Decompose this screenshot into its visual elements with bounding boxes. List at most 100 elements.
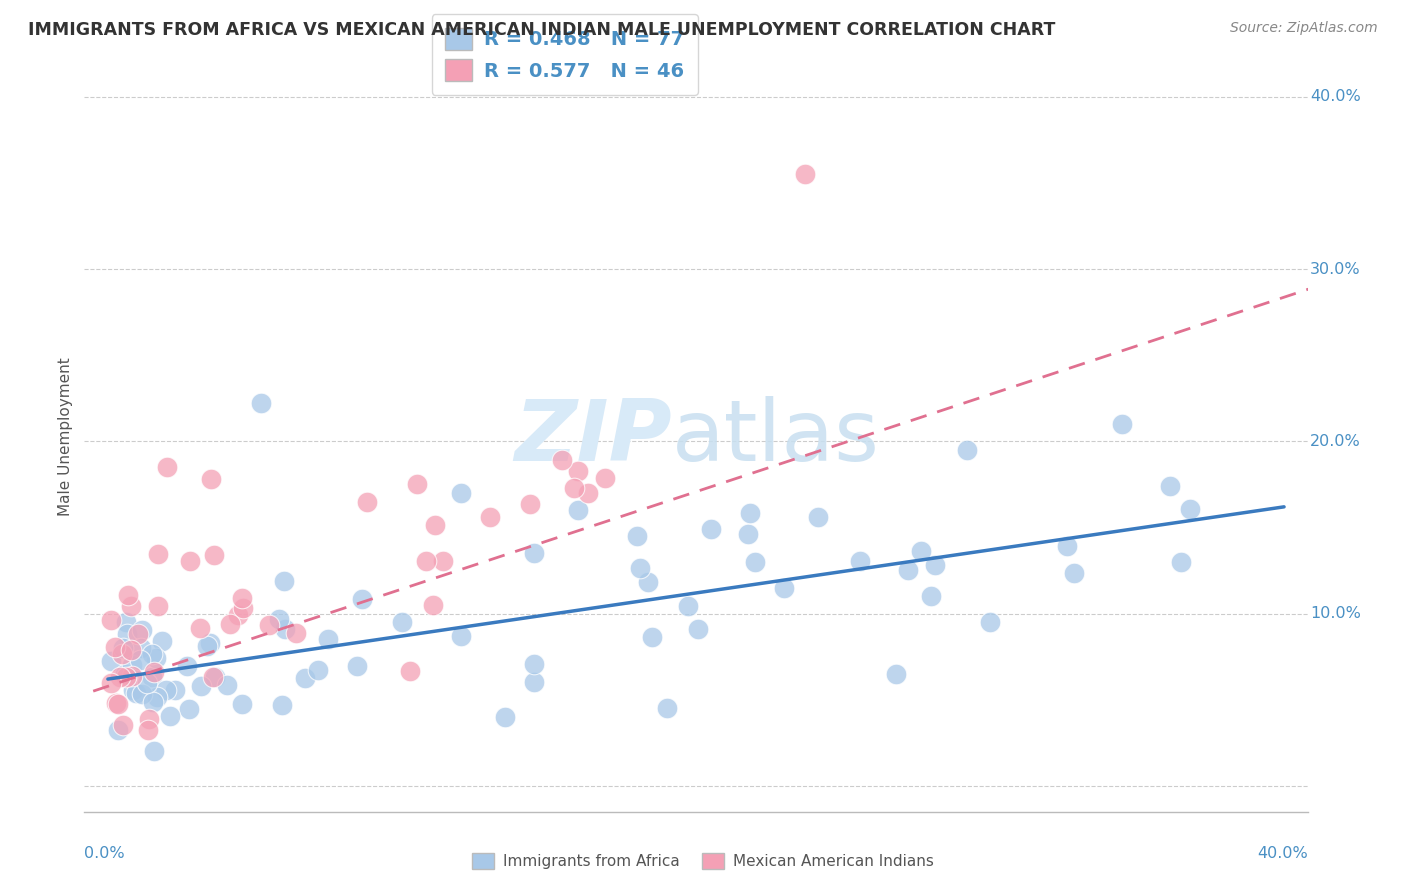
Point [104, 640, 127, 654]
Point [115, 670, 138, 684]
Point [307, 663, 329, 677]
Point [117, 588, 139, 602]
Point [143, 665, 166, 680]
Point [131, 687, 153, 701]
Point [1056, 539, 1078, 553]
Point [1063, 566, 1085, 581]
Point [352, 591, 374, 606]
Point [562, 482, 585, 496]
Point [686, 622, 709, 636]
Point [115, 627, 138, 641]
Point [924, 558, 946, 572]
Text: 20.0%: 20.0% [1310, 434, 1361, 449]
Point [136, 676, 159, 690]
Point [294, 671, 316, 685]
Point [267, 612, 290, 626]
Point [523, 675, 546, 690]
Point [793, 168, 815, 182]
Point [519, 497, 541, 511]
Point [176, 659, 198, 673]
Point [551, 453, 574, 467]
Point [399, 664, 422, 678]
Point [567, 503, 589, 517]
Point [478, 509, 501, 524]
Point [910, 544, 932, 558]
Text: ZIP: ZIP [513, 395, 672, 479]
Point [100, 676, 122, 690]
Point [744, 555, 766, 569]
Text: 30.0%: 30.0% [1310, 261, 1361, 277]
Point [979, 615, 1001, 630]
Point [737, 527, 759, 541]
Point [112, 717, 135, 731]
Point [111, 641, 134, 656]
Point [143, 744, 166, 758]
Point [494, 710, 516, 724]
Point [100, 655, 122, 669]
Point [131, 640, 153, 655]
Point [146, 690, 169, 705]
Point [920, 590, 942, 604]
Text: 40.0%: 40.0% [1310, 89, 1361, 104]
Point [142, 695, 165, 709]
Point [138, 723, 160, 738]
Point [179, 702, 201, 716]
Point [120, 599, 142, 614]
Point [432, 554, 454, 568]
Point [576, 485, 599, 500]
Point [284, 625, 307, 640]
Point [107, 698, 129, 712]
Point [415, 554, 437, 568]
Point [848, 554, 870, 568]
Point [156, 460, 179, 475]
Point [128, 653, 150, 667]
Point [273, 623, 295, 637]
Point [232, 601, 254, 615]
Point [1159, 479, 1181, 493]
Point [593, 470, 616, 484]
Point [100, 613, 122, 627]
Point [450, 486, 472, 500]
Point [700, 522, 723, 536]
Point [146, 547, 169, 561]
Point [200, 472, 222, 486]
Point [104, 697, 127, 711]
Point [523, 546, 546, 560]
Text: 40.0%: 40.0% [1257, 847, 1308, 862]
Point [141, 648, 163, 662]
Point [271, 698, 294, 713]
Point [884, 667, 907, 681]
Y-axis label: Male Unemployment: Male Unemployment [58, 358, 73, 516]
Point [356, 494, 378, 508]
Point [1111, 417, 1133, 432]
Point [738, 506, 761, 520]
Point [897, 563, 920, 577]
Point [773, 581, 796, 595]
Point [121, 669, 143, 683]
Point [218, 617, 240, 632]
Point [956, 443, 979, 458]
Point [259, 618, 281, 632]
Point [626, 529, 648, 543]
Point [405, 477, 427, 491]
Point [523, 657, 546, 672]
Text: atlas: atlas [672, 395, 880, 479]
Point [641, 630, 664, 644]
Point [179, 554, 201, 568]
Point [122, 682, 145, 697]
Point [655, 701, 678, 715]
Point [114, 615, 136, 629]
Text: Source: ZipAtlas.com: Source: ZipAtlas.com [1230, 21, 1378, 35]
Point [188, 621, 211, 635]
Point [138, 712, 160, 726]
Point [202, 548, 225, 562]
Point [159, 709, 181, 723]
Point [107, 723, 129, 738]
Point [422, 599, 444, 613]
Point [146, 599, 169, 613]
Text: IMMIGRANTS FROM AFRICA VS MEXICAN AMERICAN INDIAN MALE UNEMPLOYMENT CORRELATION : IMMIGRANTS FROM AFRICA VS MEXICAN AMERIC… [28, 21, 1056, 38]
Point [423, 517, 446, 532]
Point [165, 683, 187, 698]
Point [124, 685, 146, 699]
Point [202, 670, 225, 684]
